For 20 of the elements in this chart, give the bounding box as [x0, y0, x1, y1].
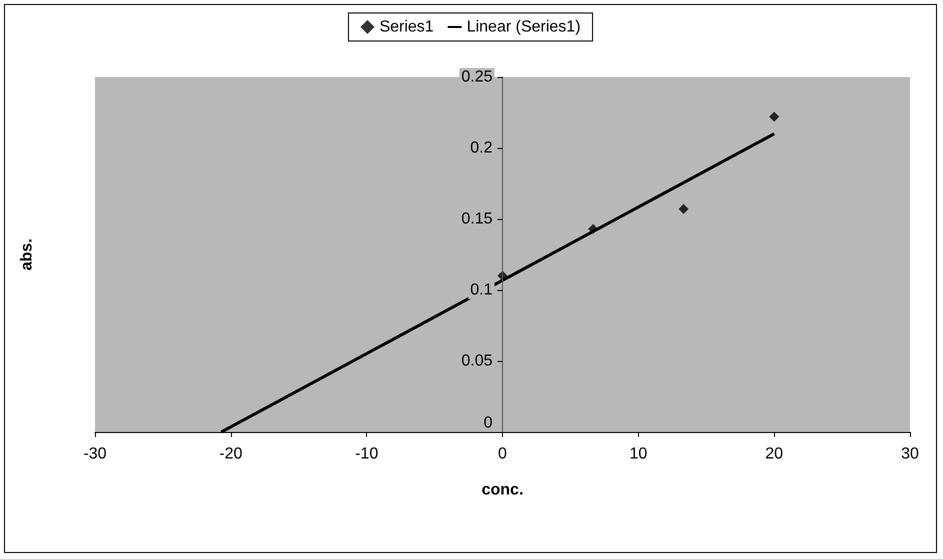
- y-tick-label: 0: [484, 414, 493, 432]
- y-tick-label: 0.25: [461, 68, 493, 86]
- legend-label: Series1: [379, 18, 434, 36]
- legend-label: Linear (Series1): [466, 18, 581, 36]
- y-tick-label: 0.1: [470, 282, 493, 298]
- y-tick-label: 0.15: [461, 210, 493, 228]
- x-axis-title: conc.: [482, 482, 524, 498]
- y-axis-title: abs.: [18, 238, 36, 271]
- x-tick-label: 0: [498, 446, 508, 462]
- point: [588, 224, 598, 234]
- x-tick-label: 10: [629, 446, 648, 462]
- point: [678, 204, 689, 214]
- x-tick-label: -20: [219, 446, 242, 462]
- y-tick-label: 0.2: [470, 140, 493, 156]
- x-tick-label: 30: [901, 446, 919, 462]
- x-tick-label: -10: [355, 446, 378, 462]
- point: [769, 112, 780, 122]
- x-tick-label: -30: [83, 446, 107, 462]
- x-tick-label: 20: [765, 446, 784, 462]
- y-tick-label: 0.05: [461, 352, 493, 370]
